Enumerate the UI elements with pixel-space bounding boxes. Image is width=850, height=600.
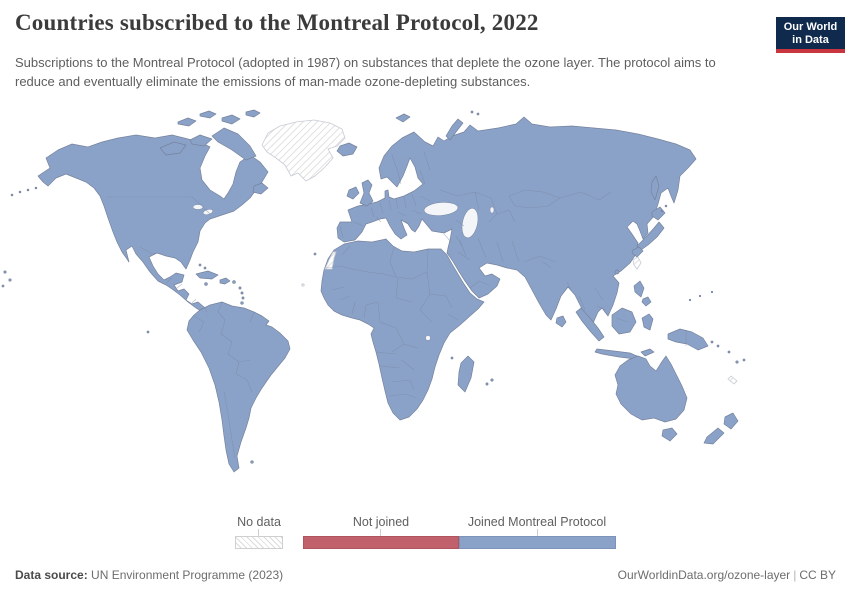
page-title: Countries subscribed to the Montreal Pro… bbox=[15, 10, 539, 35]
region-north-america[interactable] bbox=[1, 109, 269, 314]
region-africa[interactable] bbox=[301, 238, 494, 421]
legend-label-not-joined: Not joined bbox=[352, 515, 410, 529]
chart-subtitle: Subscriptions to the Montreal Protocol (… bbox=[15, 55, 716, 89]
region-south-america[interactable] bbox=[146, 301, 291, 473]
country-borders bbox=[106, 151, 687, 459]
legend-tick bbox=[537, 529, 538, 536]
owid-logo[interactable]: Our World in Data bbox=[776, 17, 845, 53]
legend-swatch-not-joined[interactable] bbox=[303, 536, 459, 549]
legend-tick bbox=[258, 529, 259, 536]
legend-tick bbox=[380, 529, 381, 536]
region-caribbean[interactable] bbox=[195, 263, 245, 305]
region-cape-verde bbox=[301, 283, 305, 287]
region-iceland[interactable] bbox=[336, 142, 358, 157]
legend-swatch-joined[interactable] bbox=[459, 536, 616, 549]
logo-line-2: in Data bbox=[792, 33, 829, 46]
region-east-asia-islands[interactable] bbox=[555, 175, 668, 328]
region-western-sahara-no-data bbox=[324, 251, 337, 270]
legend-label-no-data: No data bbox=[237, 515, 281, 529]
data-source-value: UN Environment Programme (2023) bbox=[91, 568, 284, 582]
attribution-separator: | bbox=[793, 568, 797, 582]
region-greenland-no-data[interactable] bbox=[261, 119, 346, 182]
license-label: CC BY bbox=[799, 568, 836, 582]
region-eurasia[interactable] bbox=[336, 110, 697, 331]
logo-line-1: Our World bbox=[783, 21, 838, 33]
attribution: OurWorldinData.org/ozone-layer | CC BY bbox=[618, 568, 836, 582]
region-taiwan-no-data bbox=[632, 256, 642, 270]
legend-label-joined: Joined Montreal Protocol bbox=[467, 515, 607, 529]
data-source-label: Data source: bbox=[15, 568, 88, 582]
owid-link[interactable]: OurWorldinData.org/ozone-layer bbox=[617, 568, 791, 582]
legend-swatch-no-data[interactable] bbox=[235, 536, 283, 549]
region-oceania[interactable] bbox=[575, 290, 746, 445]
data-source: Data source: UN Environment Programme (2… bbox=[15, 568, 283, 582]
region-british-isles[interactable] bbox=[346, 179, 374, 207]
region-new-caledonia-no-data bbox=[727, 375, 738, 385]
